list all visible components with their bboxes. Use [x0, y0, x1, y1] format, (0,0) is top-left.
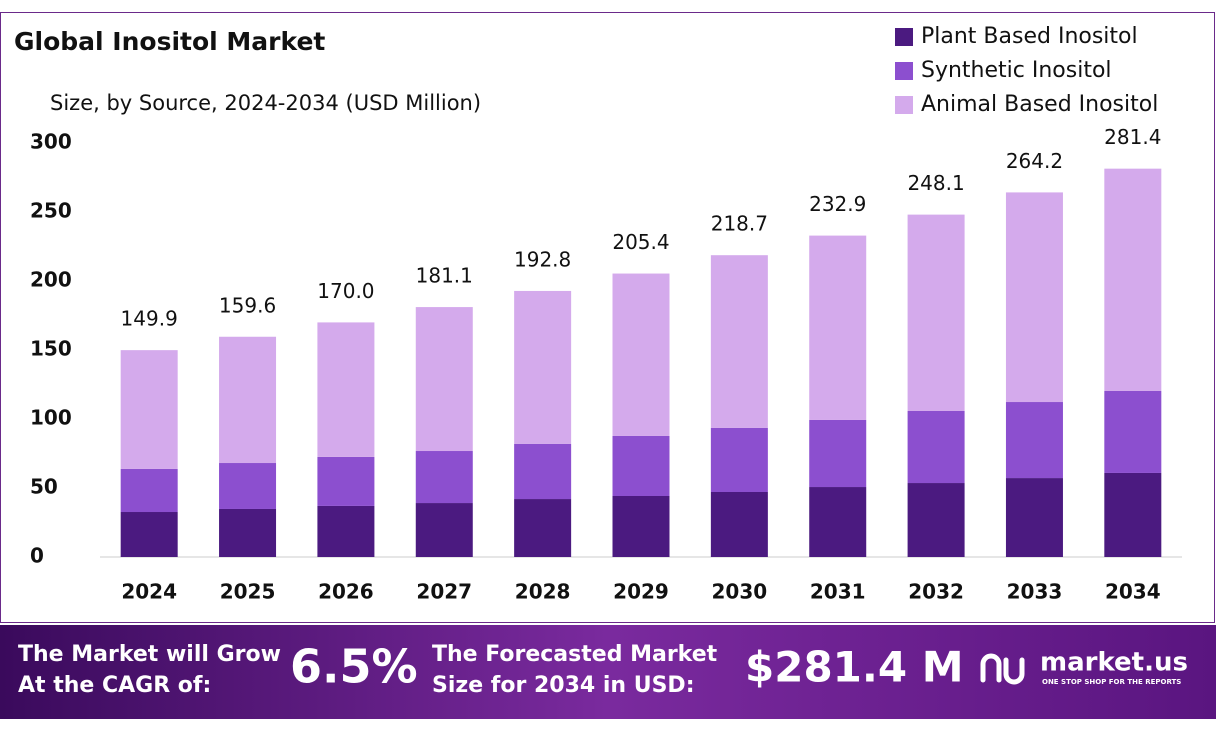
footer: The Market will Grow At the CAGR of: 6.5… — [18, 640, 1188, 699]
chart-title: Global Inositol Market — [14, 27, 325, 56]
bar-segment — [809, 419, 867, 488]
bar-segment — [317, 456, 375, 506]
bar-segment — [809, 487, 867, 557]
bar-segment — [219, 508, 277, 557]
legend-swatch — [895, 96, 913, 114]
x-tick-label: 2029 — [613, 580, 669, 604]
y-tick-label: 0 — [30, 544, 44, 568]
footer-band — [0, 625, 1216, 719]
brand-logo — [980, 653, 1025, 685]
bar-segment — [120, 468, 178, 513]
x-tick-label: 2032 — [908, 580, 964, 604]
total-label: 149.9 — [121, 307, 178, 331]
bar-segment — [612, 435, 670, 497]
y-tick-label: 200 — [30, 268, 72, 292]
y-tick-label: 100 — [30, 406, 72, 430]
total-label: 159.6 — [219, 293, 276, 317]
bar-segment — [1005, 192, 1063, 403]
bar-segment — [809, 235, 867, 420]
x-tick-label: 2024 — [121, 580, 177, 604]
total-label: 181.1 — [416, 264, 473, 288]
bar-segment — [514, 499, 572, 557]
bar-segment — [612, 496, 670, 557]
total-label: 248.1 — [907, 171, 964, 195]
bar-segment — [710, 492, 768, 557]
bar-segment — [514, 443, 572, 500]
bar-segment — [710, 255, 768, 428]
bar-segment — [317, 505, 375, 557]
cagr-value: 6.5% — [290, 640, 418, 694]
total-label: 218.7 — [711, 212, 768, 236]
legend-swatch — [895, 28, 913, 46]
x-tick-label: 2030 — [712, 580, 768, 604]
chart-subtitle: Size, by Source, 2024-2034 (USD Million) — [50, 91, 481, 115]
forecast-text: The Forecasted Market — [432, 642, 718, 667]
bar-segment — [907, 410, 965, 484]
brand-tagline: ONE STOP SHOP FOR THE REPORTS — [1042, 678, 1181, 686]
bar-segment — [710, 427, 768, 493]
forecast-text: Size for 2034 in USD: — [432, 673, 695, 698]
total-label: 192.8 — [514, 247, 571, 271]
y-tick-label: 50 — [30, 475, 58, 499]
bar-segment — [907, 483, 965, 557]
total-label: 232.9 — [809, 192, 866, 216]
legend-swatch — [895, 62, 913, 80]
bar-segment — [120, 350, 178, 469]
brand: market.us — [1040, 648, 1188, 678]
bar-segment — [317, 322, 375, 457]
legend-label: Plant Based Inositol — [921, 24, 1138, 49]
bar-segment — [415, 307, 473, 452]
x-tick-label: 2028 — [515, 580, 571, 604]
y-tick-label: 250 — [30, 199, 72, 223]
bar-segment — [612, 273, 670, 436]
bar-segment — [219, 463, 277, 509]
bar-segment — [1104, 472, 1162, 557]
legend-label: Synthetic Inositol — [921, 58, 1112, 83]
y-tick-label: 150 — [30, 337, 72, 361]
bar-segment — [415, 503, 473, 557]
bar-segment — [120, 512, 178, 557]
bar-segment — [514, 290, 572, 444]
x-tick-label: 2031 — [810, 580, 866, 604]
x-tick-label: 2027 — [416, 580, 472, 604]
total-label: 281.4 — [1104, 125, 1161, 149]
x-tick-label: 2034 — [1105, 580, 1161, 604]
cagr-text: The Market will Grow — [18, 642, 281, 667]
bar-segment — [1104, 390, 1162, 473]
forecast-value: $281.4 M — [745, 643, 964, 692]
bar-segment — [1005, 402, 1063, 479]
legend-label: Animal Based Inositol — [921, 92, 1158, 117]
total-label: 205.4 — [612, 230, 669, 254]
bar-segment — [415, 451, 473, 504]
x-tick-label: 2025 — [220, 580, 276, 604]
bar-segment — [907, 214, 965, 411]
bar-segment — [1005, 478, 1063, 557]
x-tick-label: 2033 — [1007, 580, 1063, 604]
total-label: 264.2 — [1006, 149, 1063, 173]
cagr-text: At the CAGR of: — [18, 673, 211, 698]
bar-segment — [1104, 168, 1162, 391]
x-tick-label: 2026 — [318, 580, 374, 604]
bar-segment — [219, 336, 277, 464]
total-label: 170.0 — [317, 279, 374, 303]
y-tick-label: 300 — [30, 130, 72, 154]
